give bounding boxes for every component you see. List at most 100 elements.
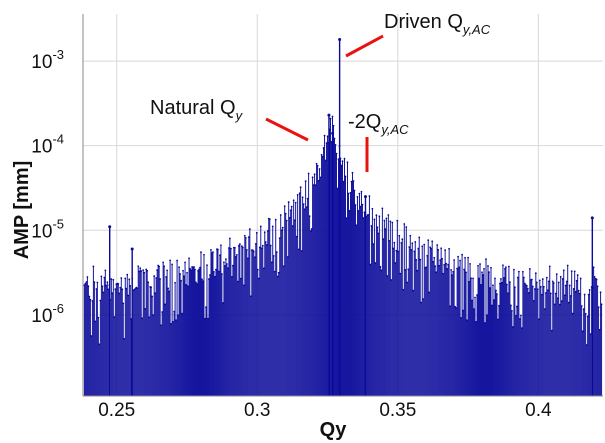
bar-point-330 — [412, 289, 415, 292]
bar-point-399 — [481, 271, 483, 274]
bar-point-123 — [206, 264, 208, 267]
bar-point-418 — [500, 278, 502, 280]
bar-point-313 — [395, 249, 398, 252]
bar-point-7 — [90, 335, 93, 337]
peak-point-6 — [130, 247, 134, 251]
bar-point-23 — [106, 281, 109, 284]
bar-point-260 — [342, 180, 345, 183]
bar-point-463 — [544, 292, 547, 294]
bar-point-471 — [552, 282, 555, 284]
bar-point-447 — [528, 268, 531, 270]
bar-point-101 — [184, 261, 186, 264]
y-tick-exp-2: -5 — [52, 216, 64, 231]
bar-point-435 — [516, 276, 519, 279]
bar-point-431 — [513, 268, 515, 271]
bar-point-15 — [98, 343, 101, 346]
y-tick-exp-3: -6 — [52, 301, 64, 316]
bar-point-125 — [208, 278, 210, 280]
bar-point-454 — [535, 281, 538, 284]
bar-point-36 — [119, 286, 122, 289]
bar-point-121 — [204, 317, 206, 320]
bar-point-492 — [573, 270, 576, 273]
bar-point-216 — [298, 192, 301, 195]
bar-point-287 — [369, 263, 372, 266]
bar-point-456 — [537, 318, 540, 321]
bar-point-207 — [289, 209, 292, 212]
bar-point-358 — [440, 247, 443, 250]
bar-point-82 — [165, 276, 168, 278]
bar-point-417 — [499, 282, 501, 285]
bar-point-316 — [398, 234, 401, 237]
bar-point-28 — [111, 292, 114, 295]
bar-point-259 — [341, 160, 344, 163]
bar-point-389 — [471, 299, 473, 302]
bar-point-231 — [313, 173, 316, 176]
bar-point-266 — [348, 209, 351, 212]
bar-point-310 — [392, 247, 395, 250]
bar-point-444 — [525, 285, 528, 287]
bar-point-350 — [432, 260, 435, 263]
bar-point-367 — [449, 305, 452, 308]
peak-point-3 — [363, 195, 367, 199]
bar-point-206 — [288, 216, 291, 219]
bar-point-13 — [96, 281, 99, 284]
bar-point-222 — [304, 180, 307, 183]
bar-point-64 — [147, 281, 150, 284]
bar-point-251 — [333, 137, 336, 140]
bar-point-487 — [568, 284, 571, 287]
bar-point-466 — [547, 280, 550, 283]
annotation-driven-main: Driven Q — [384, 11, 463, 33]
bar-point-267 — [349, 191, 352, 194]
bar-point-328 — [410, 248, 413, 251]
bar-point-40 — [123, 338, 126, 340]
bar-point-127 — [210, 248, 212, 251]
bar-point-223 — [305, 206, 308, 209]
bar-point-96 — [179, 273, 181, 275]
bar-point-98 — [181, 312, 183, 315]
bar-point-467 — [548, 265, 551, 268]
bar-point-332 — [414, 241, 417, 243]
bar-point-34 — [117, 282, 120, 285]
bar-point-472 — [553, 303, 556, 306]
bar-point-190 — [272, 255, 275, 257]
bar-point-450 — [531, 285, 534, 288]
bar-point-518 — [599, 291, 602, 294]
bar-point-311 — [393, 241, 396, 244]
bar-point-173 — [255, 231, 258, 234]
bar-point-196 — [278, 237, 281, 239]
bar-point-275 — [357, 210, 360, 212]
bar-point-368 — [450, 268, 453, 271]
bar-point-194 — [276, 275, 279, 278]
bar-point-497 — [578, 292, 581, 295]
bar-point-119 — [202, 280, 204, 283]
bar-point-105 — [188, 257, 190, 260]
bar-point-292 — [374, 262, 377, 264]
bar-point-78 — [161, 311, 164, 313]
bar-point-401 — [483, 268, 485, 270]
bar-point-2 — [85, 281, 88, 283]
bar-point-136 — [219, 254, 221, 257]
bar-point-67 — [150, 286, 153, 289]
bar-point-103 — [186, 271, 188, 274]
bar-point-339 — [421, 245, 424, 248]
bar-point-159 — [241, 246, 244, 249]
bar-point-95 — [178, 266, 180, 269]
bar-point-369 — [451, 274, 454, 276]
bar-point-442 — [523, 282, 526, 285]
bar-point-135 — [218, 270, 220, 273]
bar-point-396 — [478, 277, 480, 280]
bar-point-499 — [580, 305, 583, 307]
bar-point-324 — [406, 281, 409, 284]
x-tick-label-3: 0.4 — [525, 400, 552, 421]
bar-point-397 — [479, 263, 481, 265]
bar-point-80 — [163, 265, 166, 268]
bar-point-181 — [263, 231, 266, 234]
bar-point-318 — [400, 241, 403, 244]
bar-point-144 — [227, 267, 229, 270]
bar-point-440 — [521, 270, 524, 273]
x-tick-label-1: 0.3 — [244, 400, 270, 421]
bar-point-16 — [99, 299, 102, 302]
bar-point-62 — [145, 268, 148, 271]
bar-point-388 — [470, 277, 472, 280]
bar-point-21 — [104, 269, 107, 272]
